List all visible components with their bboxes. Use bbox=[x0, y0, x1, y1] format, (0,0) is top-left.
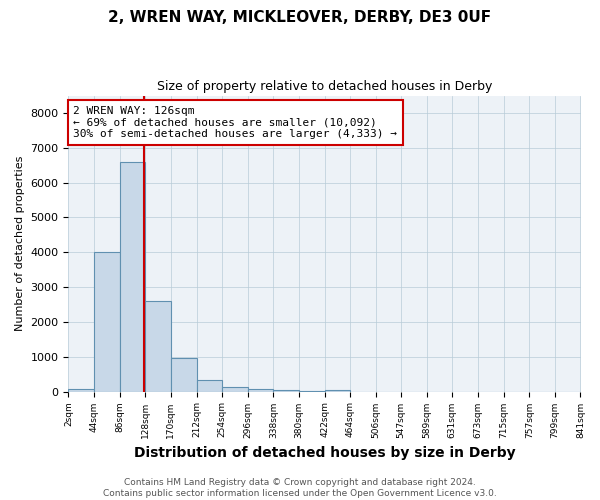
Bar bbox=[94, 252, 119, 392]
Bar bbox=[171, 358, 197, 392]
Bar bbox=[145, 301, 171, 392]
Y-axis label: Number of detached properties: Number of detached properties bbox=[15, 156, 25, 331]
Text: Contains HM Land Registry data © Crown copyright and database right 2024.
Contai: Contains HM Land Registry data © Crown c… bbox=[103, 478, 497, 498]
X-axis label: Distribution of detached houses by size in Derby: Distribution of detached houses by size … bbox=[134, 446, 515, 460]
Text: 2 WREN WAY: 126sqm
← 69% of detached houses are smaller (10,092)
30% of semi-det: 2 WREN WAY: 126sqm ← 69% of detached hou… bbox=[73, 106, 397, 139]
Bar bbox=[274, 390, 299, 392]
Title: Size of property relative to detached houses in Derby: Size of property relative to detached ho… bbox=[157, 80, 492, 93]
Bar bbox=[68, 389, 94, 392]
Bar bbox=[222, 387, 248, 392]
Bar bbox=[299, 390, 325, 392]
Text: 2, WREN WAY, MICKLEOVER, DERBY, DE3 0UF: 2, WREN WAY, MICKLEOVER, DERBY, DE3 0UF bbox=[109, 10, 491, 25]
Bar bbox=[119, 162, 145, 392]
Bar bbox=[197, 380, 222, 392]
Bar bbox=[325, 390, 350, 392]
Bar bbox=[248, 389, 274, 392]
